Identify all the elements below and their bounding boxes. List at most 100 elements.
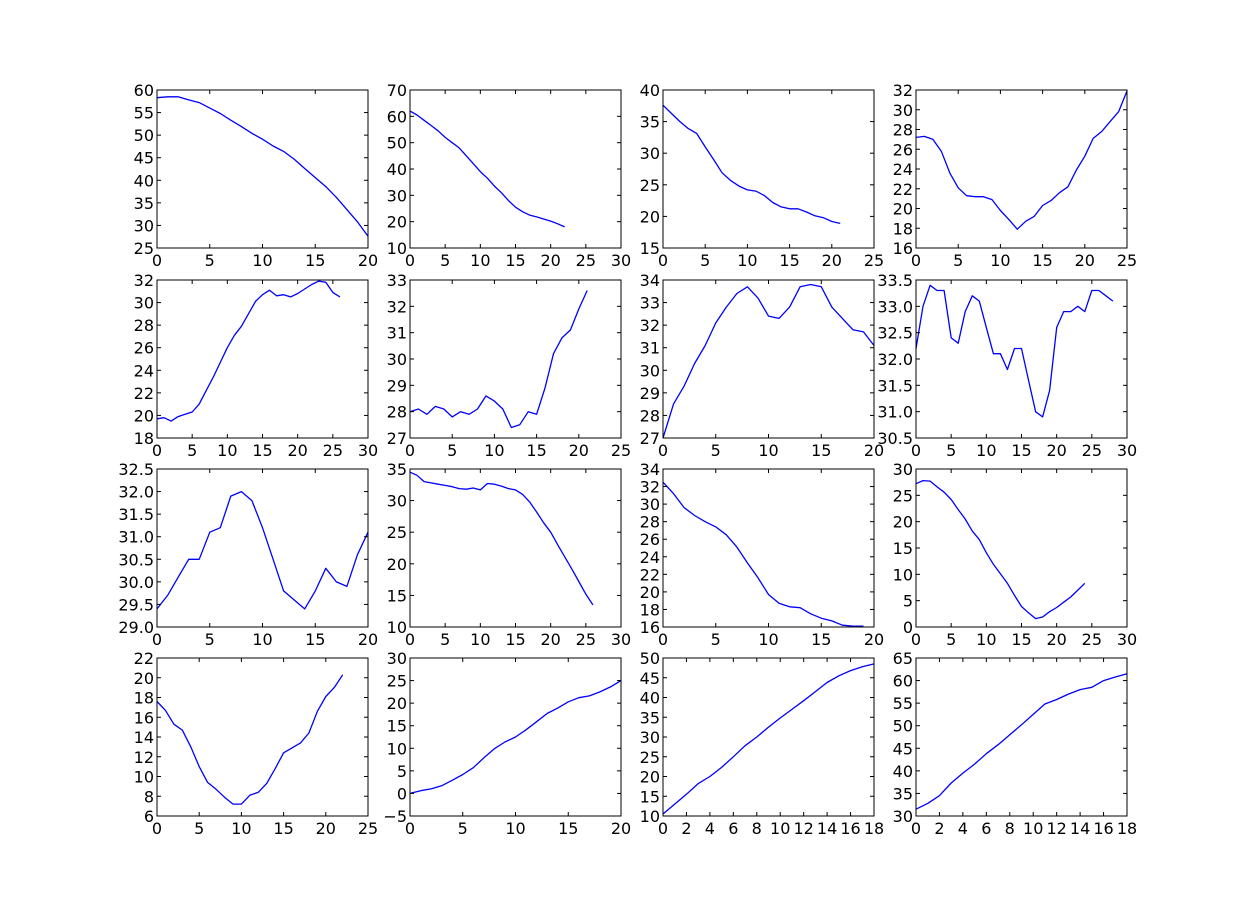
x-tick-label: 5 bbox=[440, 630, 450, 649]
x-tick-label: 30 bbox=[1117, 441, 1137, 460]
x-tick-label: 18 bbox=[1117, 819, 1137, 838]
subplot-7: 0 5 10 15 20 27 28 29 30 31 32 33 34 bbox=[640, 271, 885, 460]
x-tick-label: 0 bbox=[658, 441, 668, 460]
axes-frame bbox=[662, 89, 875, 249]
y-tick-label: 65 bbox=[893, 649, 913, 668]
y-tick-label: 32.5 bbox=[118, 460, 154, 479]
x-tick-label: 10 bbox=[470, 630, 490, 649]
x-tick-label: 15 bbox=[779, 251, 799, 270]
y-tick-label: 24 bbox=[134, 361, 154, 380]
x-tick-label: 10 bbox=[976, 441, 996, 460]
y-tick-label: 18 bbox=[640, 600, 660, 619]
x-tick-label: 12 bbox=[1046, 819, 1066, 838]
y-tick-label: 35 bbox=[893, 784, 913, 803]
y-tick-label: 50 bbox=[387, 134, 407, 153]
y-tick-label: 30.5 bbox=[118, 550, 154, 569]
x-tick-label: 6 bbox=[981, 819, 991, 838]
subplot-5: 0 5 10 15 20 25 30 18 20 22 24 26 28 30 32 bbox=[134, 271, 379, 460]
y-tick-label: 22 bbox=[134, 649, 154, 668]
x-tick-label: 10 bbox=[217, 441, 237, 460]
x-tick-label: 10 bbox=[252, 630, 272, 649]
y-tick-label: 10 bbox=[387, 618, 407, 637]
y-tick-label: 31.0 bbox=[118, 528, 154, 547]
y-tick-label: 25 bbox=[893, 486, 913, 505]
y-tick-label: 31 bbox=[640, 339, 660, 358]
series-line bbox=[915, 673, 1128, 810]
x-tick-label: 25 bbox=[323, 441, 343, 460]
y-tick-label: 30.5 bbox=[877, 429, 913, 448]
y-tick-label: 10 bbox=[893, 565, 913, 584]
series-line bbox=[156, 490, 369, 610]
y-tick-label: 35 bbox=[640, 708, 660, 727]
subplot-12: 0 5 10 15 20 25 30 0 5 10 15 20 25 30 bbox=[893, 460, 1138, 649]
y-tick-label: 29 bbox=[640, 384, 660, 403]
y-tick-label: 26 bbox=[893, 140, 913, 159]
y-tick-label: 33.5 bbox=[877, 271, 913, 290]
x-tick-label: 20 bbox=[287, 441, 307, 460]
x-tick-label: 10 bbox=[505, 819, 525, 838]
x-tick-label: 25 bbox=[576, 251, 596, 270]
y-tick-label: 22 bbox=[134, 384, 154, 403]
y-tick-label: 8 bbox=[144, 787, 154, 806]
y-tick-label: 55 bbox=[893, 694, 913, 713]
series-line bbox=[409, 290, 588, 429]
y-tick-label: 20 bbox=[893, 513, 913, 532]
x-tick-label: 12 bbox=[793, 819, 813, 838]
subplot-3: 0 5 10 15 20 25 15 20 25 30 35 40 bbox=[640, 81, 885, 270]
subplot-6: 0 5 10 15 20 25 27 28 29 30 31 32 33 bbox=[387, 271, 632, 460]
series-line bbox=[156, 674, 344, 805]
y-tick-label: 10 bbox=[387, 739, 407, 758]
x-tick-label: 5 bbox=[700, 251, 710, 270]
y-tick-label: 45 bbox=[134, 149, 154, 168]
y-tick-label: 32 bbox=[640, 478, 660, 497]
series-line bbox=[409, 110, 565, 228]
x-tick-label: 2 bbox=[934, 819, 944, 838]
subplot-1: 0 5 10 15 20 25 30 35 40 45 50 55 60 bbox=[134, 81, 379, 270]
y-tick-label: 25 bbox=[640, 748, 660, 767]
subplot-8: 0 5 10 15 20 25 30 30.5 31.0 31.5 32.0 32.5 33.0 33.5 bbox=[877, 271, 1137, 460]
x-tick-label: 0 bbox=[405, 441, 415, 460]
x-tick-label: 10 bbox=[484, 441, 504, 460]
series-line bbox=[156, 280, 341, 422]
x-tick-label: 18 bbox=[864, 819, 884, 838]
y-tick-label: 20 bbox=[387, 213, 407, 232]
y-tick-label: 18 bbox=[134, 689, 154, 708]
y-tick-label: 35 bbox=[134, 194, 154, 213]
series-line bbox=[915, 90, 1128, 230]
x-tick-label: 4 bbox=[705, 819, 715, 838]
x-tick-label: 15 bbox=[305, 251, 325, 270]
x-tick-label: 30 bbox=[611, 630, 631, 649]
y-tick-label: 32 bbox=[893, 81, 913, 100]
x-tick-label: 8 bbox=[752, 819, 762, 838]
x-tick-label: 0 bbox=[911, 819, 921, 838]
y-tick-label: 35 bbox=[387, 460, 407, 479]
y-tick-label: 70 bbox=[387, 81, 407, 100]
series-line bbox=[156, 96, 369, 237]
x-tick-label: 10 bbox=[990, 251, 1010, 270]
x-tick-label: 14 bbox=[1070, 819, 1090, 838]
y-tick-label: 5 bbox=[397, 762, 407, 781]
y-tick-label: 25 bbox=[387, 672, 407, 691]
y-tick-label: 0 bbox=[397, 784, 407, 803]
x-tick-label: 15 bbox=[252, 441, 272, 460]
x-tick-label: 15 bbox=[811, 630, 831, 649]
x-tick-label: 15 bbox=[305, 630, 325, 649]
x-tick-label: 0 bbox=[152, 441, 162, 460]
x-tick-label: 15 bbox=[1011, 630, 1031, 649]
y-tick-label: 31.5 bbox=[118, 505, 154, 524]
y-tick-label: 30 bbox=[640, 361, 660, 380]
x-tick-label: 15 bbox=[558, 819, 578, 838]
x-tick-label: 0 bbox=[152, 251, 162, 270]
y-tick-label: 15 bbox=[640, 787, 660, 806]
x-tick-label: 0 bbox=[405, 251, 415, 270]
y-tick-label: 50 bbox=[893, 717, 913, 736]
x-tick-label: 2 bbox=[681, 819, 691, 838]
y-tick-label: 40 bbox=[640, 81, 660, 100]
y-tick-label: 20 bbox=[387, 555, 407, 574]
x-tick-label: 5 bbox=[187, 441, 197, 460]
y-tick-label: 26 bbox=[640, 530, 660, 549]
x-tick-label: 25 bbox=[611, 441, 631, 460]
y-tick-label: 18 bbox=[893, 219, 913, 238]
